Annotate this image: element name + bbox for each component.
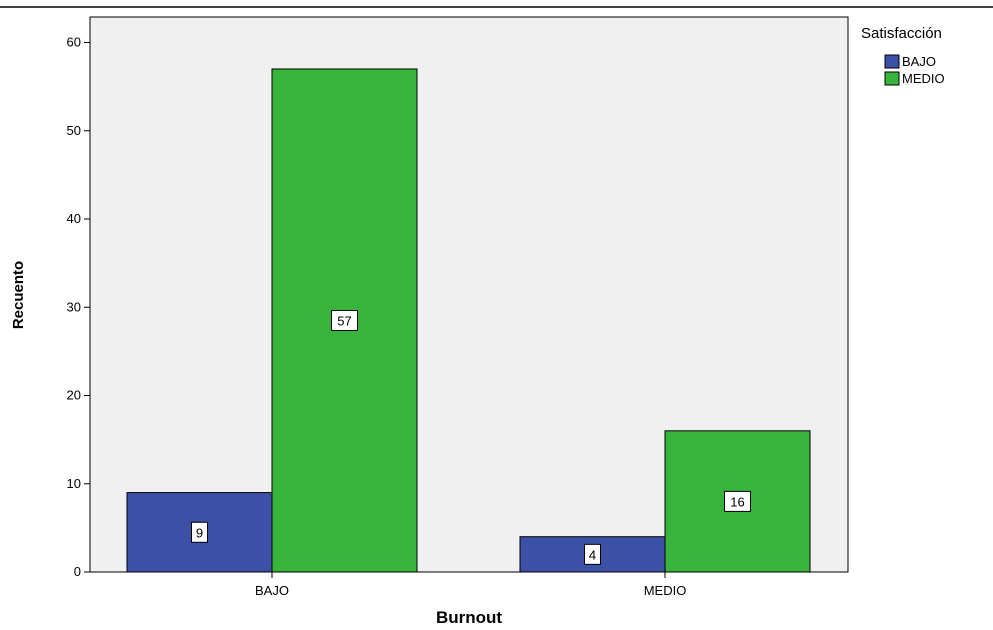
y-tick-label: 60: [67, 35, 81, 50]
data-label-box: [191, 521, 208, 543]
y-axis-title: Recuento: [10, 261, 27, 329]
data-label-box: [724, 490, 751, 512]
x-tick-label: BAJO: [255, 583, 289, 598]
data-label: 9: [196, 525, 203, 540]
legend-swatch-bajo: [884, 54, 900, 69]
data-label-box: [331, 309, 358, 331]
legend-title: Satisfacción: [861, 25, 942, 42]
x-tick-label: MEDIO: [644, 583, 687, 598]
bars-group: 9 57 4 16: [126, 68, 811, 573]
y-tick-label: 50: [67, 123, 81, 138]
data-label: 4: [589, 547, 596, 562]
legend: Satisfacción BAJO MEDIO: [861, 25, 945, 86]
x-axis-title: Burnout: [436, 608, 502, 627]
data-label: 16: [730, 494, 744, 509]
legend-swatch-medio: [884, 71, 900, 86]
y-tick-label: 0: [74, 564, 81, 579]
data-label-box: [584, 543, 601, 565]
data-label: 57: [337, 313, 351, 328]
legend-label-bajo: BAJO: [902, 54, 936, 69]
y-tick-label: 40: [67, 211, 81, 226]
legend-label-medio: MEDIO: [902, 71, 945, 86]
y-tick-label: 30: [67, 299, 81, 314]
x-axis: BAJO MEDIO: [255, 572, 686, 598]
y-axis: 0 10 20 30 40 50 60: [67, 35, 90, 579]
y-tick-label: 20: [67, 388, 81, 403]
y-tick-label: 10: [67, 476, 81, 491]
